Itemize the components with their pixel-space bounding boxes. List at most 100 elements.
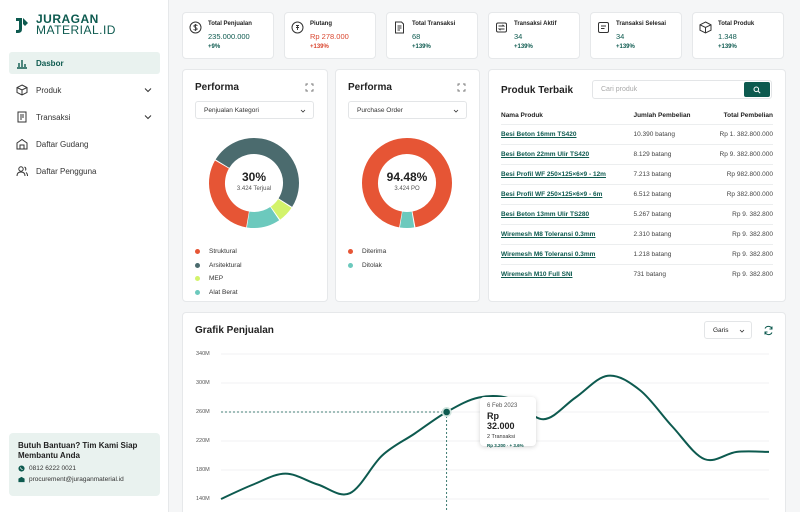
stat-change: +9% <box>208 44 221 50</box>
product-total: Rp 9. 382.800 <box>705 243 773 264</box>
stat-title: Total Penjualan <box>208 21 252 27</box>
table-row[interactable]: Wiremesh M6 Toleransi 0.3mm 1.218 batang R… <box>501 243 773 264</box>
product-name-link[interactable]: Besi Beton 22mm Ulir TS420 <box>501 143 634 164</box>
chart-tooltip: 6 Feb 2023 Rp 32.000 2 Transaksi Rp 3.20… <box>480 397 536 448</box>
y-tick-label: 340M <box>196 351 210 357</box>
sidebar-item-transaksi[interactable]: Transaksi <box>9 106 160 128</box>
product-name-link[interactable]: Besi Beton 16mm TS420 <box>501 123 634 144</box>
product-quantity: 5.267 batang <box>633 203 706 224</box>
legend-label: MEP <box>209 275 224 283</box>
stat-title: Transaksi Selesai <box>616 21 667 27</box>
product-name-link[interactable]: Besi Beton 13mm Ulir TS280 <box>501 203 634 224</box>
stat-card-total-transaksi[interactable]: Total Transaksi 68 +139% <box>386 12 478 59</box>
expand-icon[interactable] <box>305 83 314 92</box>
product-quantity: 8.129 batang <box>633 143 706 164</box>
product-quantity: 731 batang <box>633 263 706 284</box>
stat-card-piutang[interactable]: Piutang Rp 278.000 +139% <box>284 12 376 59</box>
brand-name-line2: MATERIAL.ID <box>36 23 116 37</box>
stat-change: +139% <box>514 44 533 50</box>
kategori-select[interactable]: Penjualan Kategori <box>195 101 314 119</box>
check-doc-icon <box>598 22 609 33</box>
produk-terbaik-card: Produk Terbaik Cari produk Nama Produk J… <box>488 69 786 302</box>
product-name-link[interactable]: Besi Profil WF 250×125×6×9 - 12m <box>501 163 634 184</box>
product-name-link[interactable]: Wiremesh M10 Full SNI <box>501 263 634 284</box>
product-name-link[interactable]: Wiremesh M6 Toleransi 0.3mm <box>501 243 634 264</box>
exchange-icon <box>496 22 507 33</box>
stat-title: Piutang <box>310 21 332 27</box>
search-button[interactable] <box>744 82 770 97</box>
performa-kategori-card: Performa Penjualan Kategori 30% 3.424 Te… <box>182 69 328 302</box>
legend-dot <box>195 289 200 295</box>
produk-title: Produk Terbaik <box>501 85 574 96</box>
chevron-down-icon <box>144 115 152 120</box>
legend-item: Diterima <box>348 245 386 259</box>
sidebar-item-label: Produk <box>36 85 62 95</box>
search-field[interactable]: Cari produk <box>592 80 772 99</box>
product-name-link[interactable]: Wiremesh M8 Toleransi 0.3mm <box>501 223 634 244</box>
kategori-donut-chart <box>208 138 299 228</box>
table-row[interactable]: Wiremesh M10 Full SNI 731 batang Rp 9. 382… <box>501 263 773 284</box>
help-title: Butuh Bantuan? Tim Kami Siap Membantu An… <box>18 441 138 460</box>
stat-title: Transaksi Aktif <box>514 21 557 27</box>
sidebar-item-dasbor[interactable]: Dasbor <box>9 52 160 74</box>
product-total: Rp 9. 382.800.000 <box>705 143 773 164</box>
box-icon <box>16 84 28 96</box>
y-tick-label: 180M <box>196 467 210 473</box>
product-quantity: 6.512 batang <box>633 183 706 204</box>
legend-label: Struktural <box>209 248 237 256</box>
product-total: Rp 1. 382.800.000 <box>705 123 773 144</box>
document-icon <box>395 21 404 34</box>
chevron-down-icon <box>300 109 306 113</box>
donut-center-value: 30% <box>241 170 267 184</box>
highlight-point[interactable] <box>443 408 450 416</box>
receipt-icon <box>17 111 27 123</box>
table-row[interactable]: Besi Profil WF 250×125×6×9 - 12m 7.213 ba… <box>501 163 773 184</box>
product-name-link[interactable]: Besi Profil WF 250×125×6×9 - 6m <box>501 183 634 204</box>
sidebar-item-produk[interactable]: Produk <box>9 79 160 101</box>
refresh-icon[interactable] <box>763 325 774 336</box>
brand-logo[interactable]: JURAGAN MATERIAL.ID <box>12 13 116 37</box>
help-email[interactable]: procurement@juraganmaterial.id <box>18 476 151 483</box>
column-header: Total Pembelian <box>723 112 773 120</box>
product-total: Rp 9. 382.800 <box>705 263 773 284</box>
legend-item: MEP <box>195 272 242 286</box>
product-total: Rp 9. 382.800 <box>705 203 773 224</box>
stat-change: +139% <box>718 44 737 50</box>
sidebar-item-daftar-pengguna[interactable]: Daftar Pengguna <box>9 160 160 182</box>
sidebar-item-label: Daftar Gudang <box>36 139 89 149</box>
sidebar-nav: Dasbor Produk Transaksi Daftar Gudang Da… <box>9 52 160 187</box>
chart-mode-select[interactable]: Garis <box>704 321 752 339</box>
sidebar-item-label: Transaksi <box>36 112 71 122</box>
coin-icon <box>291 21 304 34</box>
po-select[interactable]: Purchase Order <box>348 101 467 119</box>
stat-card-total-penjualan[interactable]: Total Penjualan 235.000.000 +9% <box>182 12 274 59</box>
product-total: Rp 382.800.000 <box>705 183 773 204</box>
legend-label: Diterima <box>362 248 387 256</box>
y-tick-label: 140M <box>196 496 210 502</box>
table-row[interactable]: Besi Profil WF 250×125×6×9 - 6m 6.512 bat… <box>501 183 773 204</box>
search-icon <box>753 86 761 94</box>
donut-center-sub: 3.424 Terjual <box>236 186 272 192</box>
column-header: Nama Produk <box>501 112 543 120</box>
legend-item: Arsitektural <box>195 259 242 273</box>
table-row[interactable]: Besi Beton 22mm Ulir TS420 8.129 batang Rp… <box>501 143 773 164</box>
select-value: Penjualan Kategori <box>204 107 259 114</box>
product-quantity: 2.310 batang <box>633 223 706 244</box>
expand-icon[interactable] <box>457 83 466 92</box>
legend-dot <box>195 276 200 282</box>
help-phone[interactable]: 0812 6222 0021 <box>18 465 151 472</box>
table-row[interactable]: Wiremesh M8 Toleransi 0.3mm 2.310 batang R… <box>501 223 773 244</box>
stat-card-total-produk[interactable]: Total Produk 1.348 +139% <box>692 12 784 59</box>
stat-card-transaksi-selesai[interactable]: Transaksi Selesai 34 +139% <box>590 12 682 59</box>
search-input[interactable]: Cari produk <box>601 86 638 93</box>
stat-card-transaksi-aktif[interactable]: Transaksi Aktif 34 +139% <box>488 12 580 59</box>
column-header: Jumlah Pembelian <box>633 112 691 120</box>
performa-po-card: Performa Purchase Order 94.48% 3.424 PO … <box>335 69 480 302</box>
sidebar-item-daftar-gudang[interactable]: Daftar Gudang <box>9 133 160 155</box>
table-row[interactable]: Besi Beton 13mm Ulir TS280 5.267 batang Rp… <box>501 203 773 224</box>
whatsapp-icon <box>18 465 25 472</box>
table-row[interactable]: Besi Beton 16mm TS420 10.390 batang Rp 1. … <box>501 123 773 144</box>
sales-series-line <box>220 374 770 500</box>
bar-chart-icon <box>17 60 27 69</box>
chevron-down-icon <box>453 109 459 113</box>
